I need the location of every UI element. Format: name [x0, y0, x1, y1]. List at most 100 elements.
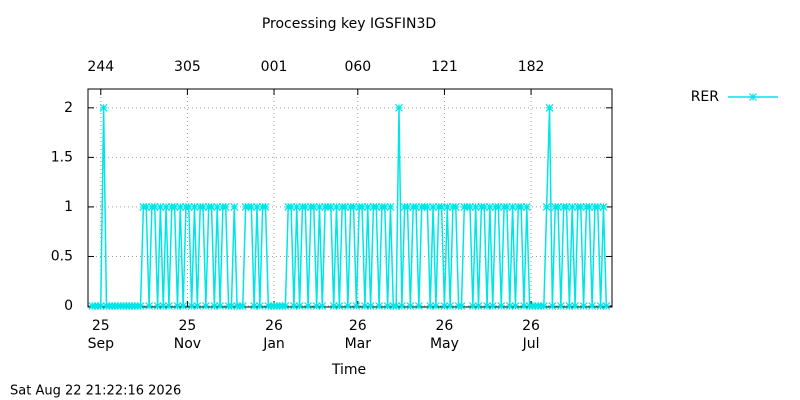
data-point	[386, 202, 395, 211]
y-tick-label: 2	[64, 100, 73, 116]
data-point	[457, 302, 466, 310]
data-point	[565, 302, 574, 310]
data-point	[571, 302, 580, 310]
y-tick-label: 1	[64, 199, 73, 215]
y-tick-label: 0	[64, 298, 73, 314]
data-point	[599, 202, 608, 211]
data-point	[190, 202, 199, 211]
data-point	[494, 202, 503, 211]
data-point	[602, 302, 611, 310]
x-tick-label-line: Nov	[174, 336, 201, 352]
x-tick-label-line: 25	[92, 318, 110, 334]
data-point	[332, 202, 341, 211]
data-point	[466, 202, 474, 211]
data-point	[471, 202, 480, 211]
data-point	[576, 202, 585, 211]
x-tick-label: 26 Mar	[345, 318, 372, 352]
x-tick-label-line: 26	[522, 318, 540, 334]
data-point	[349, 202, 358, 211]
data-point	[443, 202, 452, 211]
data-point	[159, 302, 168, 310]
legend-marker	[749, 93, 757, 101]
data-point	[165, 302, 173, 310]
data-point	[301, 202, 310, 211]
data-point	[193, 302, 202, 310]
data-point	[375, 302, 384, 310]
x-tick-label: 26 Jan	[262, 318, 285, 352]
data-point	[289, 302, 298, 310]
data-point	[170, 202, 179, 211]
x-tick-label-line: 26	[436, 318, 454, 334]
data-point	[326, 202, 335, 211]
x-axis-label: Time	[331, 362, 366, 378]
data-point	[213, 202, 222, 211]
data-point	[403, 202, 412, 211]
data-point	[329, 302, 338, 310]
x2-tick-label: 001	[261, 59, 288, 75]
data-point	[199, 202, 207, 211]
data-point	[210, 302, 219, 310]
x-tick-label-line: Mar	[345, 336, 372, 352]
data-point	[227, 302, 236, 310]
data-point	[136, 302, 145, 310]
data-point	[520, 302, 528, 310]
x-tick-label: 25 Sep	[88, 318, 115, 352]
data-point	[406, 302, 415, 310]
data-point	[179, 302, 188, 310]
x-tick-label-line: May	[430, 336, 459, 352]
data-point	[545, 103, 554, 112]
data-point	[568, 202, 577, 211]
x-tick-label-line: 26	[349, 318, 367, 334]
data-point	[480, 202, 489, 211]
data-point	[281, 302, 290, 310]
chart-title: Processing key IGSFIN3D	[262, 16, 436, 32]
data-point	[392, 302, 401, 310]
x2-tick-label: 305	[174, 59, 201, 75]
x2-tick-label: 244	[87, 59, 114, 75]
data-point	[315, 202, 324, 211]
data-point	[363, 202, 372, 211]
data-point	[261, 202, 270, 211]
data-point	[207, 202, 216, 211]
data-point	[335, 302, 344, 310]
data-point	[360, 302, 369, 310]
data-point	[397, 302, 406, 310]
data-point	[539, 302, 548, 310]
data-point	[150, 202, 159, 211]
data-point	[309, 202, 318, 211]
data-point	[380, 202, 389, 211]
x-tick-label: 26 May	[430, 318, 459, 352]
x-tick-label: 25 Nov	[174, 318, 201, 352]
data-point	[250, 302, 259, 310]
data-point	[230, 202, 239, 211]
data-point	[383, 302, 392, 310]
x-tick-label: 26 Jul	[522, 318, 540, 352]
data-point	[221, 202, 230, 211]
data-point	[548, 302, 557, 310]
data-point	[142, 202, 151, 211]
data-point	[216, 302, 224, 310]
data-point	[542, 202, 551, 211]
data-point	[451, 202, 460, 211]
data-point	[485, 202, 494, 211]
y-tick-label: 0.5	[51, 248, 73, 264]
data-point	[440, 302, 449, 310]
x2-tick-label: 060	[344, 59, 371, 75]
data-point	[358, 202, 366, 211]
data-point	[304, 302, 313, 310]
data-point	[292, 202, 301, 211]
data-point	[593, 202, 602, 211]
x2-tick-label: 121	[431, 59, 458, 75]
data-point	[201, 302, 210, 310]
data-point	[414, 302, 423, 310]
footer-timestamp: Sat Aug 22 21:22:16 2026	[10, 384, 181, 399]
data-point	[585, 202, 594, 211]
data-point	[412, 202, 420, 211]
data-point	[474, 302, 483, 310]
data-point	[187, 302, 196, 310]
data-point	[468, 302, 477, 310]
data-point	[579, 302, 588, 310]
data-point	[426, 302, 435, 310]
